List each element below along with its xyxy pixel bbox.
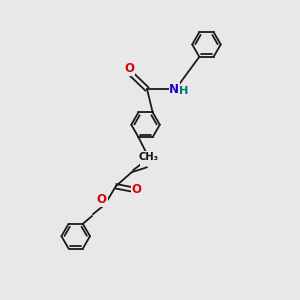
Text: O: O (124, 62, 134, 75)
Text: N: N (169, 82, 179, 96)
Text: CH₃: CH₃ (139, 152, 158, 163)
Text: O: O (131, 183, 141, 196)
Text: O: O (140, 152, 151, 165)
Text: O: O (97, 194, 107, 206)
Text: H: H (179, 86, 189, 96)
